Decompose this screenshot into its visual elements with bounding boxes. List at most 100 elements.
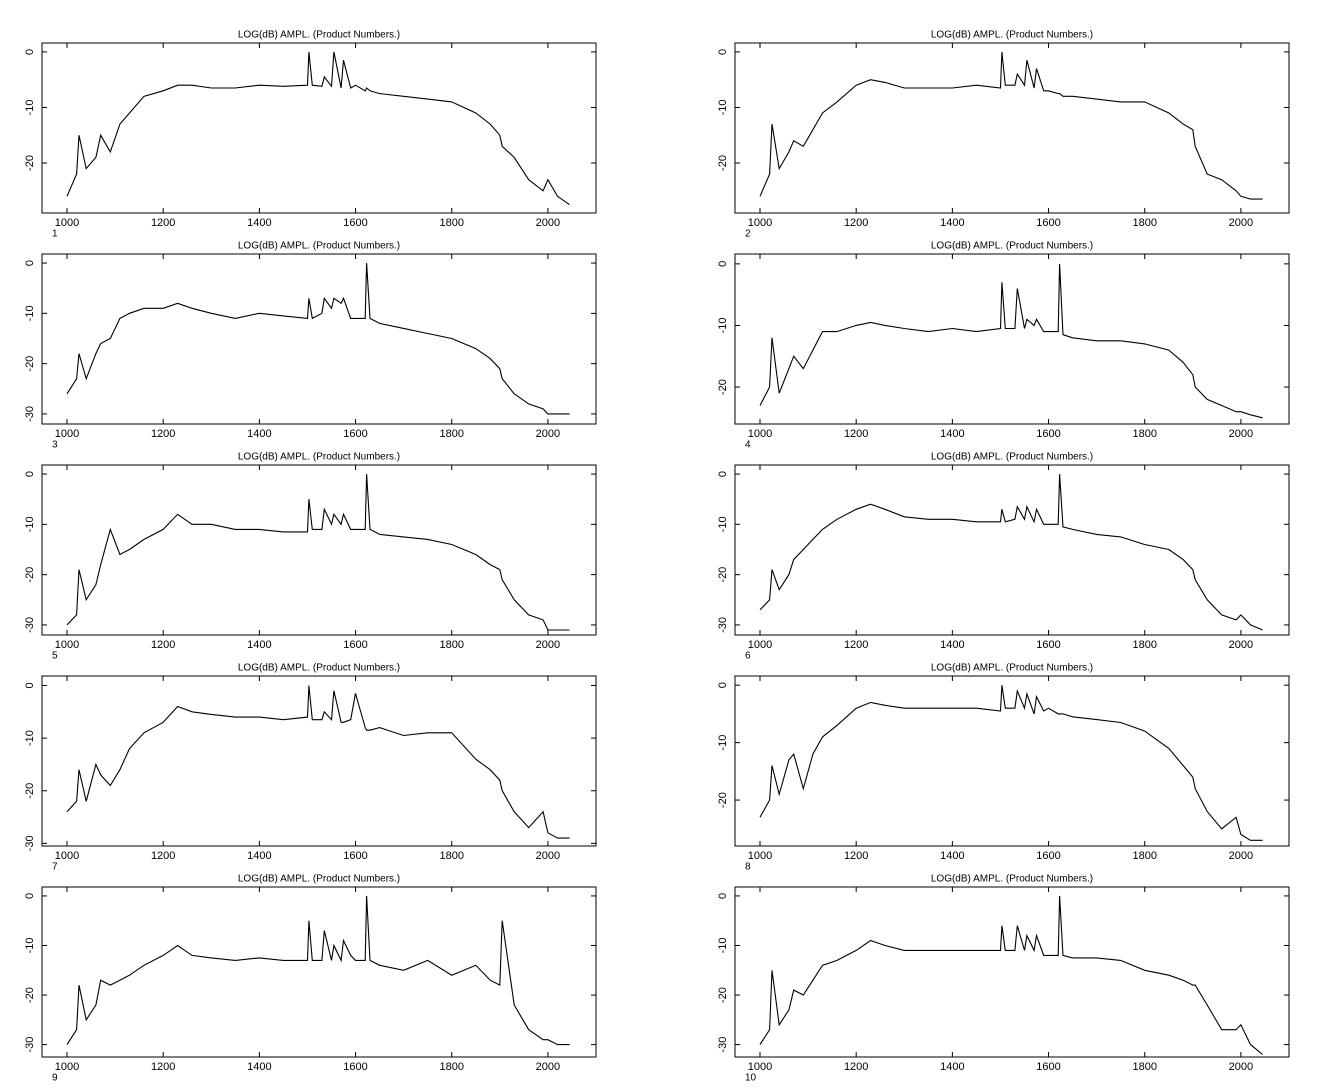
y-tick-label: -20 [24,356,36,372]
y-tick-label: -10 [717,735,729,751]
y-tick-label: -10 [717,99,729,115]
x-tick-label: 1600 [1036,1061,1060,1073]
spectrum-line [66,474,570,631]
plot-frame [41,675,597,847]
y-tick-label: -30 [717,1037,729,1053]
y-tick-label: -20 [24,567,36,583]
chart-title: LOG(dB) AMPL. (Product Numbers.) [931,874,1093,885]
x-tick-label: 1000 [55,639,79,651]
x-tick-label: 1400 [247,850,271,862]
chart-title: LOG(dB) AMPL. (Product Numbers.) [238,663,400,674]
x-tick-label: 1600 [1036,639,1060,651]
panel-label: 6 [745,651,751,662]
y-tick-label: -10 [717,317,729,333]
x-tick-label: 2000 [536,217,560,229]
y-tick-label: 0 [717,471,729,477]
spectrum-line [759,263,1263,419]
spectrum-line [759,895,1263,1055]
y-tick-label: -10 [717,938,729,954]
x-tick-label: 1400 [247,428,271,440]
chart-title: LOG(dB) AMPL. (Product Numbers.) [931,241,1093,252]
spectrum-line [66,51,570,206]
x-tick-label: 1600 [343,428,367,440]
x-tick-label: 1800 [439,850,463,862]
chart-title: LOG(dB) AMPL. (Product Numbers.) [931,663,1093,674]
x-tick-label: 1800 [439,639,463,651]
y-tick-label: -30 [24,1037,36,1053]
panel-label: 3 [52,440,58,451]
y-tick-label: -20 [717,792,729,808]
chart-title: LOG(dB) AMPL. (Product Numbers.) [238,30,400,41]
y-tick-label: 0 [24,893,36,899]
chart-title: LOG(dB) AMPL. (Product Numbers.) [238,874,400,885]
x-tick-label: 2000 [1229,850,1253,862]
x-tick-label: 1200 [151,428,175,440]
x-tick-label: 1800 [439,217,463,229]
plot-frame [41,42,597,214]
y-tick-label: -30 [24,406,36,422]
panel-label: 4 [745,440,751,451]
x-tick-label: 1200 [151,1061,175,1073]
x-tick-label: 2000 [536,428,560,440]
panel-label: 5 [52,651,58,662]
chart-title: LOG(dB) AMPL. (Product Numbers.) [931,452,1093,463]
y-tick-label: 0 [24,260,36,266]
x-tick-label: 1200 [151,850,175,862]
y-tick-label: 0 [717,682,729,688]
x-tick-label: 1200 [844,217,868,229]
plot-frame [41,253,597,425]
spectrum-line [759,474,1263,631]
y-tick-label: -10 [24,730,36,746]
x-tick-label: 1800 [439,428,463,440]
y-tick-label: 0 [717,49,729,55]
x-tick-label: 1800 [1132,850,1156,862]
plot-frame [41,886,597,1058]
plot-frame [734,464,1290,636]
x-tick-label: 1400 [940,850,964,862]
y-tick-label: 0 [717,261,729,267]
x-tick-label: 2000 [1229,428,1253,440]
y-tick-label: -30 [717,617,729,633]
panel-label: 1 [52,229,58,240]
x-tick-label: 1800 [1132,1061,1156,1073]
y-tick-label: 0 [24,471,36,477]
x-tick-label: 1600 [1036,850,1060,862]
x-tick-label: 1800 [1132,639,1156,651]
panel-label: 2 [745,229,751,240]
y-tick-label: -20 [24,155,36,171]
x-tick-label: 2000 [536,850,560,862]
plot-frame [734,42,1290,214]
spectrum-line [66,895,570,1046]
x-tick-label: 2000 [536,1061,560,1073]
x-tick-label: 1800 [1132,428,1156,440]
spectrum-line [66,263,570,415]
plot-frame [734,253,1290,425]
y-tick-label: -30 [24,835,36,851]
x-tick-label: 1600 [343,1061,367,1073]
x-tick-label: 2000 [536,639,560,651]
x-tick-label: 1200 [844,639,868,651]
spectrum-line [759,51,1263,200]
spectrum-line [66,685,570,839]
panel-label: 10 [745,1073,757,1084]
y-tick-label: -20 [24,987,36,1003]
plot-frame [734,886,1290,1058]
x-tick-label: 1200 [151,217,175,229]
y-tick-label: -30 [24,617,36,633]
x-tick-label: 1800 [439,1061,463,1073]
y-tick-label: -10 [24,99,36,115]
x-tick-label: 1600 [1036,217,1060,229]
x-tick-label: 1800 [1132,217,1156,229]
y-tick-label: -10 [24,305,36,321]
y-tick-label: -10 [24,516,36,532]
x-tick-label: 1400 [940,639,964,651]
panel-label: 9 [52,1073,58,1084]
y-tick-label: 0 [24,49,36,55]
x-tick-label: 1600 [1036,428,1060,440]
chart-title: LOG(dB) AMPL. (Product Numbers.) [238,452,400,463]
x-tick-label: 1000 [748,428,772,440]
chart-title: LOG(dB) AMPL. (Product Numbers.) [931,30,1093,41]
x-tick-label: 1000 [55,850,79,862]
panel-label: 7 [52,862,58,873]
x-tick-label: 1000 [748,1061,772,1073]
